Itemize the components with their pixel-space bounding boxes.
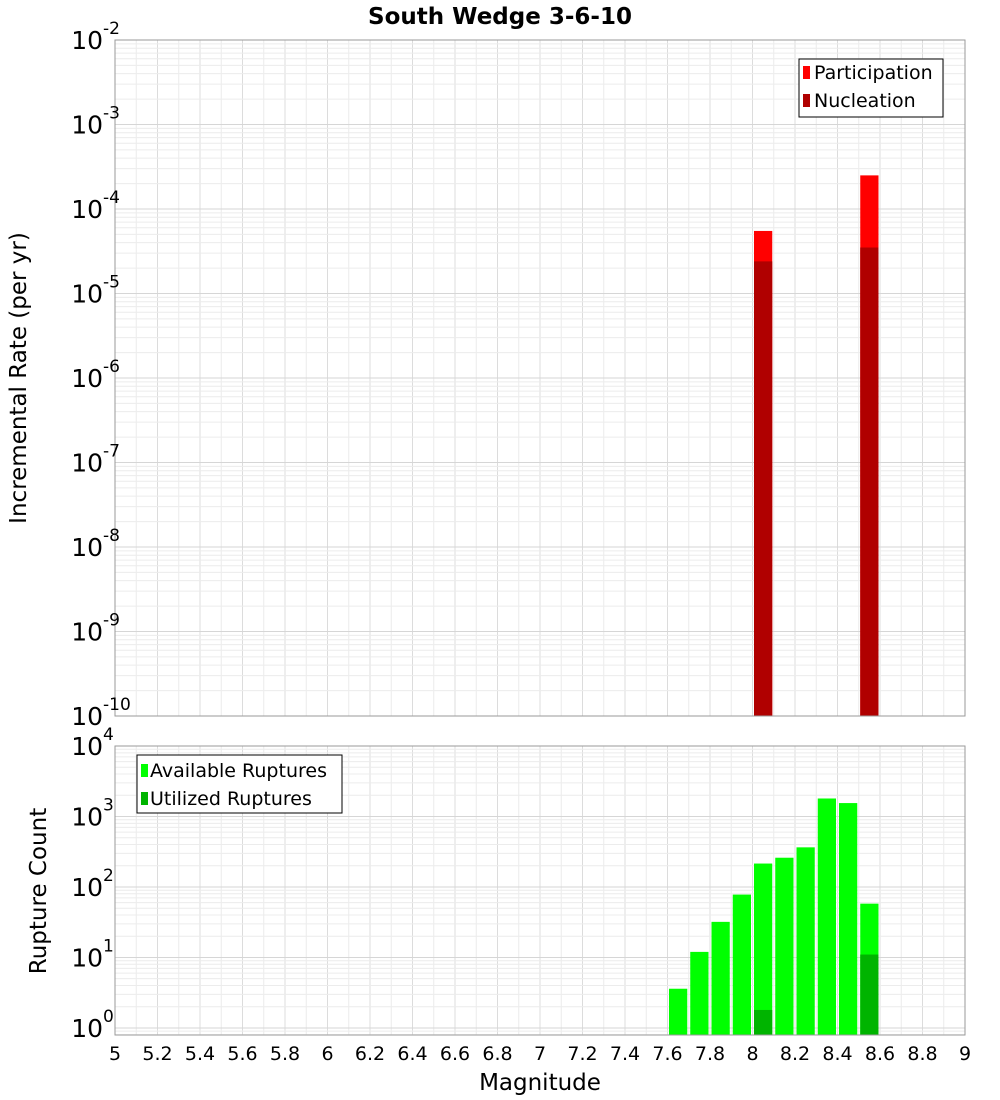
bar-utilized-ruptures xyxy=(860,954,879,1035)
bar-available-ruptures xyxy=(669,988,688,1035)
y-tick-exponent: -9 xyxy=(103,611,120,631)
y-tick-label: 10 xyxy=(71,943,103,972)
top-grid xyxy=(114,39,966,717)
y-tick-exponent: 3 xyxy=(103,795,114,815)
bar-available-ruptures xyxy=(711,921,730,1035)
legend-swatch-available-ruptures xyxy=(141,764,148,777)
x-tick-label: 5 xyxy=(109,1043,121,1065)
y-tick-exponent: -4 xyxy=(103,188,120,208)
y-tick-exponent: 1 xyxy=(103,936,114,956)
x-tick-label: 7 xyxy=(534,1043,546,1065)
bar-utilized-ruptures xyxy=(754,1009,773,1035)
bottom-legend: Available Ruptures Utilized Ruptures xyxy=(136,754,343,814)
top-y-axis-label: Incremental Rate (per yr) xyxy=(6,232,32,524)
legend-label-nucleation: Nucleation xyxy=(814,90,916,112)
y-tick-exponent: 0 xyxy=(103,1007,114,1027)
y-tick-exponent: 2 xyxy=(103,866,114,886)
x-tick-label: 8.8 xyxy=(907,1043,937,1065)
bar-nucleation xyxy=(754,261,773,716)
y-tick-label: 10 xyxy=(71,111,103,140)
x-tick-label: 7.6 xyxy=(652,1043,682,1065)
bottom-bars xyxy=(669,798,879,1035)
y-tick-label: 10 xyxy=(71,26,103,55)
x-tick-label: 7.2 xyxy=(567,1043,597,1065)
bar-available-ruptures xyxy=(796,847,815,1035)
x-tick-label: 8.4 xyxy=(822,1043,852,1065)
y-tick-label: 10 xyxy=(71,1014,103,1043)
x-tick-label: 7.4 xyxy=(610,1043,640,1065)
legend-swatch-utilized-ruptures xyxy=(141,792,148,805)
y-tick-exponent: -8 xyxy=(103,526,120,546)
y-tick-exponent: -6 xyxy=(103,357,120,377)
bottom-y-axis-label: Rupture Count xyxy=(26,808,52,974)
x-tick-label: 5.2 xyxy=(142,1043,172,1065)
x-tick-label: 5.8 xyxy=(270,1043,300,1065)
y-tick-label: 10 xyxy=(71,702,103,731)
bar-available-ruptures xyxy=(754,863,773,1035)
x-tick-label: 8.6 xyxy=(865,1043,895,1065)
y-tick-exponent: -7 xyxy=(103,442,120,462)
x-tick-labels: 5 5.2 5.4 5.6 5.8 6 6.2 6.4 6.6 6.8 7 7.2 7.4 7.6 7.8 8… xyxy=(109,1043,971,1065)
y-tick-label: 10 xyxy=(71,802,103,831)
y-tick-label: 10 xyxy=(71,873,103,902)
y-tick-label: 10 xyxy=(71,732,103,761)
x-tick-label: 9 xyxy=(959,1043,971,1065)
y-tick-label: 10 xyxy=(71,449,103,478)
y-tick-exponent: -10 xyxy=(103,695,131,715)
x-tick-label: 8 xyxy=(746,1043,758,1065)
legend-label-utilized-ruptures: Utilized Ruptures xyxy=(150,788,312,810)
x-tick-label: 7.8 xyxy=(695,1043,725,1065)
top-plot-frame xyxy=(114,39,966,717)
legend-swatch-participation xyxy=(803,66,810,79)
y-tick-exponent: 4 xyxy=(103,725,114,745)
bar-available-ruptures xyxy=(817,798,836,1035)
y-tick-label: 10 xyxy=(71,364,103,393)
bar-available-ruptures xyxy=(732,894,751,1035)
y-tick-exponent: -2 xyxy=(103,19,120,39)
y-tick-label: 10 xyxy=(71,195,103,224)
x-tick-label: 8.2 xyxy=(780,1043,810,1065)
x-tick-label: 6.6 xyxy=(440,1043,470,1065)
y-tick-label: 10 xyxy=(71,618,103,647)
bar-nucleation xyxy=(860,247,879,716)
x-tick-label: 6.2 xyxy=(355,1043,385,1065)
legend-label-available-ruptures: Available Ruptures xyxy=(150,760,327,782)
bottom-legend-box xyxy=(136,754,343,814)
bar-available-ruptures xyxy=(690,951,709,1035)
chart-title: South Wedge 3-6-10 xyxy=(368,4,632,30)
x-axis-label: Magnitude xyxy=(479,1070,601,1096)
bottom-plot-frame xyxy=(114,745,966,1036)
top-legend: Participation Nucleation xyxy=(798,58,944,118)
x-tick-label: 5.4 xyxy=(185,1043,215,1065)
x-tick-label: 5.6 xyxy=(227,1043,257,1065)
y-tick-label: 10 xyxy=(71,280,103,309)
bar-available-ruptures xyxy=(839,803,858,1035)
legend-swatch-nucleation xyxy=(803,94,810,107)
top-legend-box xyxy=(798,58,944,118)
x-tick-label: 6 xyxy=(321,1043,333,1065)
x-tick-label: 6.8 xyxy=(482,1043,512,1065)
top-bars xyxy=(754,175,879,717)
bar-available-ruptures xyxy=(775,857,794,1035)
x-tick-label: 6.4 xyxy=(397,1043,427,1065)
y-tick-exponent: -5 xyxy=(103,273,120,293)
y-tick-exponent: -3 xyxy=(103,104,120,124)
legend-label-participation: Participation xyxy=(814,62,933,84)
y-tick-label: 10 xyxy=(71,533,103,562)
